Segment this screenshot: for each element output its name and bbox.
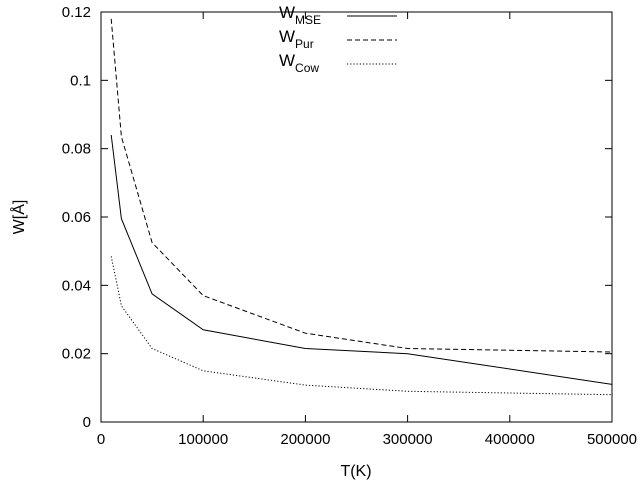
y-tick-label: 0.1 bbox=[70, 72, 91, 89]
legend-label-cow: WCow bbox=[279, 51, 319, 75]
y-tick-label: 0.02 bbox=[62, 346, 91, 363]
y-tick-label: 0.04 bbox=[62, 277, 91, 294]
series-line-pur bbox=[110, 18, 613, 353]
y-tick-label: 0 bbox=[83, 414, 91, 431]
y-tick-label: 0.12 bbox=[62, 4, 91, 21]
plot-frame bbox=[100, 11, 613, 423]
axis-ticks: 0 100000 200000 300000 400000 500000 0 0.02 0.04… bbox=[62, 4, 637, 448]
x-tick-label: 400000 bbox=[485, 431, 535, 448]
legend-label-pur: WPur bbox=[279, 27, 314, 51]
x-axis-label: T(K) bbox=[340, 463, 371, 480]
series-line-cow bbox=[110, 256, 613, 396]
series-line-mse bbox=[110, 134, 613, 385]
y-axis-label: W[Å] bbox=[9, 200, 28, 235]
x-tick-label: 300000 bbox=[383, 431, 433, 448]
x-tick-label: 100000 bbox=[178, 431, 228, 448]
y-tick-label: 0.08 bbox=[62, 141, 91, 158]
x-tick-label: 0 bbox=[97, 431, 105, 448]
x-tick-label: 200000 bbox=[280, 431, 330, 448]
series-group bbox=[110, 18, 613, 396]
x-tick-label: 500000 bbox=[587, 431, 637, 448]
y-tick-label: 0.06 bbox=[62, 209, 91, 226]
legend-label-mse: WMSE bbox=[279, 3, 321, 27]
